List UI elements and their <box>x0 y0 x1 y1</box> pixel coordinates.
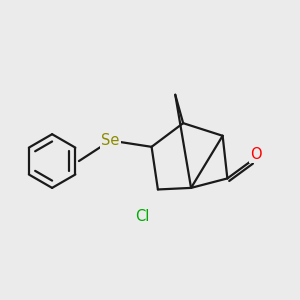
Text: Se: Se <box>101 133 120 148</box>
Text: O: O <box>250 147 262 162</box>
Text: Cl: Cl <box>135 209 149 224</box>
